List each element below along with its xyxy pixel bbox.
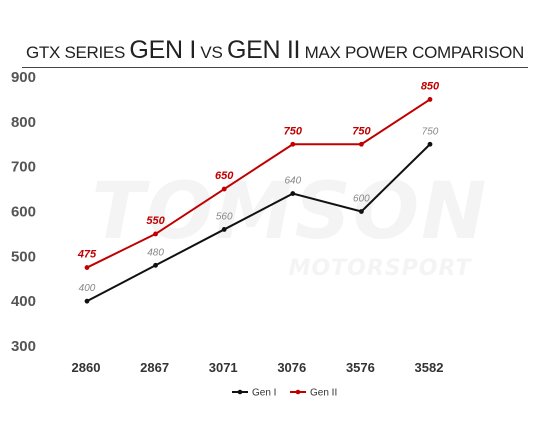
data-label: 600 xyxy=(353,194,370,205)
data-point xyxy=(221,186,227,192)
data-label: 400 xyxy=(79,283,96,294)
data-labels: 400 480 560 640 600 750 475 550 650 750 750 850 xyxy=(77,80,440,294)
x-tick-label: 3582 xyxy=(415,360,444,375)
data-point xyxy=(84,265,90,270)
data-point xyxy=(359,209,364,214)
data-point xyxy=(290,141,296,147)
watermark-sub: MOTORSPORT xyxy=(289,256,473,281)
series-line-gen-ii xyxy=(86,98,431,269)
title-part: GTX SERIES xyxy=(25,43,130,62)
y-tick-label: 500 xyxy=(11,248,36,265)
data-label: 750 xyxy=(284,125,303,137)
x-tick-label: 3076 xyxy=(277,360,306,375)
title-part: GEN II xyxy=(226,36,301,64)
y-tick-label: 600 xyxy=(11,204,36,221)
x-tick-label: 2867 xyxy=(140,360,169,375)
data-point xyxy=(84,298,90,304)
data-point xyxy=(221,227,227,232)
data-point xyxy=(427,97,433,102)
data-label: 475 xyxy=(77,249,97,261)
legend-marker xyxy=(295,389,301,395)
series-lines xyxy=(84,97,433,304)
legend-label: Gen I xyxy=(252,388,276,399)
y-tick-label: 400 xyxy=(11,293,36,310)
data-label: 650 xyxy=(215,170,234,182)
chart-title: GTX SERIES GEN I VS GEN II MAX POWER COM… xyxy=(0,36,550,68)
data-label: 560 xyxy=(216,211,233,222)
chart-title-text: GTX SERIES GEN I VS GEN II MAX POWER COM… xyxy=(21,36,529,68)
data-label: 750 xyxy=(422,126,439,137)
title-part: MAX POWER COMPARISON xyxy=(300,43,525,62)
data-point xyxy=(153,231,159,237)
legend-marker xyxy=(237,389,243,395)
data-point xyxy=(290,191,296,196)
x-tick-label: 3576 xyxy=(346,360,375,375)
series-line-gen-i xyxy=(86,143,431,303)
y-tick-label: 700 xyxy=(11,159,36,176)
x-tick-label: 3071 xyxy=(209,360,238,375)
data-label: 750 xyxy=(352,125,371,137)
title-part: GEN I xyxy=(129,36,196,64)
title-part: VS xyxy=(196,43,227,62)
watermark-brand: TOMSON xyxy=(92,167,489,257)
y-axis: 300 400 500 600 700 800 900 xyxy=(11,69,36,355)
data-label: 850 xyxy=(421,80,440,92)
y-tick-label: 900 xyxy=(11,69,36,86)
x-axis: 2860 2867 3071 3076 3576 3582 xyxy=(72,360,444,375)
data-point xyxy=(153,262,159,268)
legend: Gen I Gen II xyxy=(232,388,337,399)
y-tick-label: 300 xyxy=(11,338,36,355)
data-label: 480 xyxy=(147,247,164,258)
data-label: 550 xyxy=(146,215,165,227)
x-tick-label: 2860 xyxy=(72,360,101,375)
legend-label: Gen II xyxy=(310,388,337,399)
data-point xyxy=(427,141,433,147)
y-tick-label: 800 xyxy=(11,114,36,131)
data-label: 640 xyxy=(284,176,301,187)
data-point xyxy=(359,141,364,147)
